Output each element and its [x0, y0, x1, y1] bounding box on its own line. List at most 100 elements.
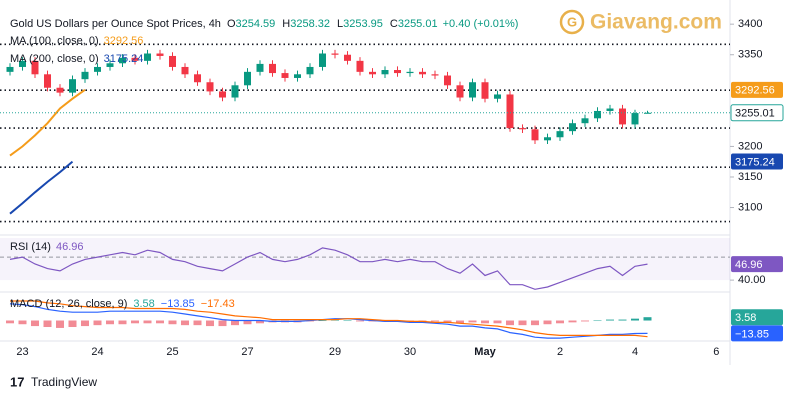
macd-histogram-bar [556, 320, 564, 324]
candle-body [444, 75, 451, 86]
candle-body [256, 63, 264, 72]
macd-histogram-bar [206, 320, 214, 327]
rsi-line [9, 247, 648, 290]
macd-histogram-bar [606, 319, 614, 321]
macd-line-box: −13.85 [735, 328, 769, 340]
macd-histogram-bar [131, 320, 139, 324]
candle-body [331, 53, 339, 55]
candle-body [431, 74, 439, 76]
ma-legend-value: 3175.24 [104, 53, 144, 65]
macd-legend-name: MACD (12, 26, close, 9) [10, 298, 127, 310]
candle-body [369, 71, 376, 75]
brand-text: TradingView [31, 375, 97, 389]
ma-legend-name: MA (200, close, 0) [10, 53, 99, 65]
x-tick-label: 30 [404, 346, 416, 358]
last-price-label: 3255.01 [735, 108, 775, 120]
candle-body [631, 113, 639, 125]
macd-histogram-bar [531, 320, 539, 326]
last-price-box [730, 104, 784, 122]
ohlc-key: L [337, 18, 343, 30]
macd-histogram-bar [156, 320, 164, 324]
macd-histogram-bar [31, 320, 39, 327]
y-tick-label: 3400 [738, 18, 762, 30]
candle-body [406, 71, 414, 74]
ohlc-value: 3258.32 [290, 18, 330, 30]
candle-body [69, 79, 76, 93]
macd-histogram-bar [256, 320, 264, 324]
candle-body [56, 87, 64, 93]
macd-histogram-bar [318, 320, 327, 322]
candle-body [106, 63, 114, 67]
watermark-logo [559, 9, 585, 35]
candle-body [594, 110, 601, 119]
candle-body [494, 94, 501, 99]
candle-body [581, 118, 589, 124]
candle-body [144, 53, 151, 61]
ohlc-key: O [227, 18, 236, 30]
macd-legend-value: −17.43 [201, 298, 235, 310]
candle-body [456, 85, 464, 98]
macd-histogram-bar [68, 320, 77, 328]
macd-histogram-bar [581, 320, 589, 322]
candle-body [306, 66, 314, 75]
macd-histogram-bar [618, 319, 627, 321]
ohlc-value: 3253.95 [343, 18, 383, 30]
candle-body [419, 71, 426, 75]
chart-title: Gold US Dollars per Ounce Spot Prices, 4… [10, 18, 221, 30]
x-tick-label: 24 [91, 346, 103, 358]
macd-histogram-bar [518, 320, 527, 326]
rsi-value-box-box [731, 256, 783, 273]
macd-histogram-bar [243, 320, 252, 325]
rsi-legend-name: RSI (14) [10, 241, 51, 253]
candle-body [219, 91, 226, 98]
ma-legend: MA (100, close, 0) 3292.56 [10, 35, 143, 47]
macd-histogram-bar [143, 320, 152, 324]
candle-body [319, 53, 326, 67]
price-change: +0.40 (+0.01%) [443, 18, 519, 30]
macd-histogram-bar [568, 320, 577, 323]
brand: 17 TradingView [10, 374, 97, 389]
macd-legend: MACD (12, 26, close, 9) 3.58 −13.85 −17.43 [10, 298, 235, 310]
macd-line-box-box [731, 325, 783, 342]
candle-body [94, 66, 101, 72]
candle-body [556, 131, 564, 138]
macd-legend-value: −13.85 [161, 298, 195, 310]
x-tick-label: 2 [557, 346, 563, 358]
y-tick-label: 3350 [738, 49, 762, 61]
macd-histogram-bar [93, 320, 102, 326]
macd-histogram-bar [6, 320, 14, 324]
macd-histogram-bar [431, 320, 439, 322]
macd-histogram-bar [18, 320, 27, 325]
candle-body [169, 55, 176, 67]
macd-line [10, 300, 648, 338]
macd-histogram-bar [343, 320, 352, 322]
x-tick-label: 23 [16, 346, 28, 358]
macd-histogram-bar [168, 320, 177, 325]
ohlc-key: C [390, 18, 398, 30]
candle-body [31, 60, 39, 75]
candle-body [481, 82, 489, 99]
candle-body [269, 63, 276, 74]
macd-histogram-bar [356, 320, 364, 322]
candle-body [544, 137, 551, 141]
rsi-band [0, 238, 730, 281]
moving-average-line [9, 88, 86, 157]
macd-histogram-bar [81, 320, 89, 327]
macd-histogram-box-box [731, 309, 783, 326]
ma-legend: MA (200, close, 0) 3175.24 [10, 53, 143, 65]
macd-histogram-bar [506, 320, 514, 326]
candle-body [506, 94, 514, 129]
candle-body [19, 60, 26, 67]
macd-histogram-bar [631, 318, 639, 321]
ma-price-label: 3292.56 [735, 85, 775, 97]
x-tick-label: 6 [713, 346, 719, 358]
candle-body [519, 128, 526, 130]
macd-histogram-bar [106, 320, 114, 325]
candle-body [44, 74, 51, 88]
brand-logo: 17 [10, 374, 24, 389]
candle-body [81, 71, 89, 80]
candle-body [194, 74, 201, 83]
x-tick-label: May [474, 346, 496, 358]
